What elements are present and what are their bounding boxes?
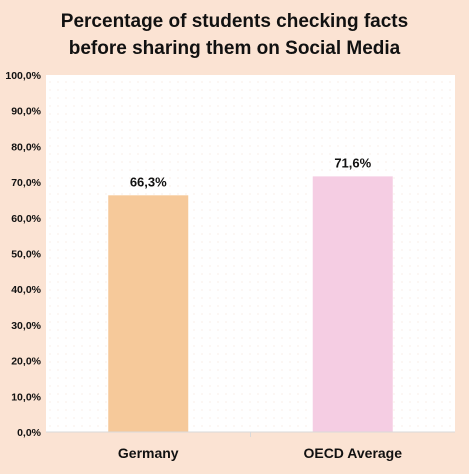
bar — [312, 176, 393, 432]
y-tick-label: 70,0% — [11, 177, 41, 189]
chart-title: Percentage of students checking facts be… — [0, 8, 469, 62]
x-category-label: OECD Average — [303, 445, 402, 461]
y-axis: 0,0% 10,0% 20,0% 30,0% 40,0% 50,0% 60,0% 70,0% 8… — [5, 70, 41, 439]
y-tick-label: 90,0% — [11, 106, 41, 118]
bars: 66,3% 71,6% — [108, 155, 393, 432]
y-tick-label: 10,0% — [11, 391, 41, 403]
y-tick-label: 60,0% — [11, 213, 41, 225]
y-tick-label: 100,0% — [5, 70, 41, 82]
plot-area-texture — [46, 75, 455, 432]
y-tick-label: 30,0% — [11, 320, 41, 332]
chart-title-line-1: Percentage of students checking facts — [60, 11, 409, 32]
chart-title-line-2: before sharing them on Social Media — [68, 38, 401, 59]
x-axis: Germany OECD Average — [46, 431, 455, 461]
y-tick-label: 0,0% — [17, 427, 42, 439]
data-label: 66,3% — [130, 174, 167, 189]
y-tick-label: 20,0% — [11, 356, 41, 368]
y-tick-label: 50,0% — [11, 249, 41, 261]
y-tick-label: 40,0% — [11, 284, 41, 296]
y-tick-label: 80,0% — [11, 141, 41, 153]
x-category-label: Germany — [118, 445, 179, 461]
bar — [108, 195, 189, 432]
data-label: 71,6% — [334, 155, 371, 170]
